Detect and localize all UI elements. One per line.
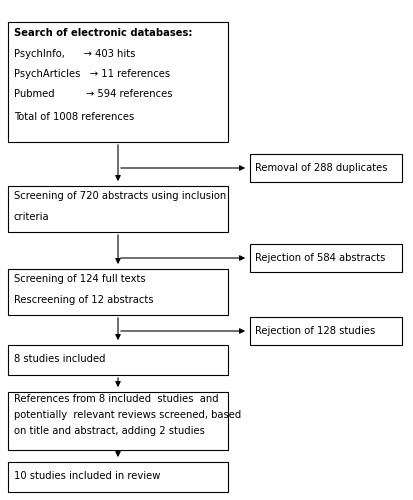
Text: on title and abstract, adding 2 studies: on title and abstract, adding 2 studies [14, 426, 205, 436]
Text: Rejection of 128 studies: Rejection of 128 studies [255, 326, 375, 336]
Text: 8 studies included: 8 studies included [14, 354, 105, 364]
Text: potentially  relevant reviews screened, based: potentially relevant reviews screened, b… [14, 410, 241, 420]
Text: Screening of 720 abstracts using inclusion: Screening of 720 abstracts using inclusi… [14, 191, 226, 201]
Text: Removal of 288 duplicates: Removal of 288 duplicates [255, 163, 387, 173]
Bar [250, 244, 402, 272]
Bar [8, 186, 228, 232]
Text: 10 studies included in review: 10 studies included in review [14, 471, 160, 481]
Text: Total of 1008 references: Total of 1008 references [14, 112, 134, 122]
Bar [250, 317, 402, 345]
Bar [8, 392, 228, 450]
Text: Screening of 124 full texts: Screening of 124 full texts [14, 274, 146, 284]
Bar [8, 345, 228, 375]
Text: References from 8 included  studies  and: References from 8 included studies and [14, 394, 218, 404]
Bar [8, 269, 228, 315]
Text: Rescreening of 12 abstracts: Rescreening of 12 abstracts [14, 295, 154, 305]
Bar [8, 22, 228, 142]
Bar [250, 154, 402, 182]
Text: PsychArticles   → 11 references: PsychArticles → 11 references [14, 69, 170, 79]
Text: Search of electronic databases:: Search of electronic databases: [14, 28, 192, 38]
Text: criteria: criteria [14, 212, 50, 222]
Bar [8, 462, 228, 492]
Text: PsychInfo,      → 403 hits: PsychInfo, → 403 hits [14, 49, 135, 59]
Text: Pubmed          → 594 references: Pubmed → 594 references [14, 89, 173, 99]
Text: Rejection of 584 abstracts: Rejection of 584 abstracts [255, 253, 385, 263]
